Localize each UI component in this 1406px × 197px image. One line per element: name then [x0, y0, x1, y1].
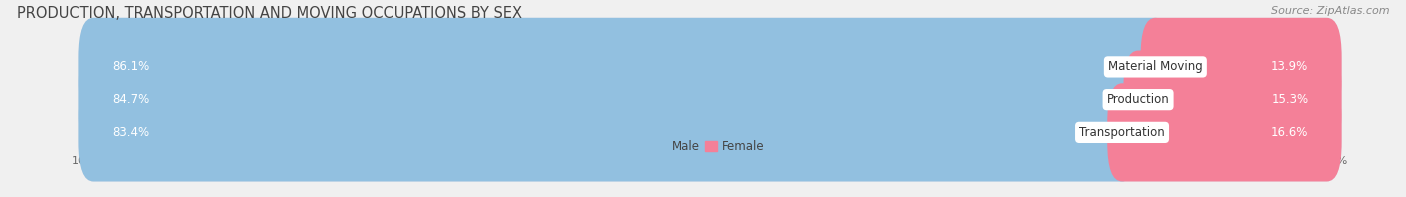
Text: 84.7%: 84.7% — [111, 93, 149, 106]
Text: 16.6%: 16.6% — [1271, 126, 1309, 139]
Text: Production: Production — [1107, 93, 1170, 106]
Text: PRODUCTION, TRANSPORTATION AND MOVING OCCUPATIONS BY SEX: PRODUCTION, TRANSPORTATION AND MOVING OC… — [17, 6, 522, 21]
FancyBboxPatch shape — [79, 83, 1341, 181]
FancyBboxPatch shape — [1140, 18, 1341, 116]
FancyBboxPatch shape — [79, 18, 1341, 116]
FancyBboxPatch shape — [1123, 51, 1341, 149]
Text: Transportation: Transportation — [1080, 126, 1166, 139]
FancyBboxPatch shape — [79, 83, 1137, 181]
Text: Source: ZipAtlas.com: Source: ZipAtlas.com — [1271, 6, 1389, 16]
FancyBboxPatch shape — [79, 51, 1153, 149]
Text: Material Moving: Material Moving — [1108, 60, 1202, 73]
FancyBboxPatch shape — [79, 51, 1341, 149]
FancyBboxPatch shape — [1108, 83, 1341, 181]
Text: 83.4%: 83.4% — [111, 126, 149, 139]
Text: 13.9%: 13.9% — [1271, 60, 1309, 73]
Legend: Male, Female: Male, Female — [655, 140, 765, 153]
Text: 86.1%: 86.1% — [111, 60, 149, 73]
FancyBboxPatch shape — [79, 18, 1170, 116]
Text: 15.3%: 15.3% — [1271, 93, 1309, 106]
